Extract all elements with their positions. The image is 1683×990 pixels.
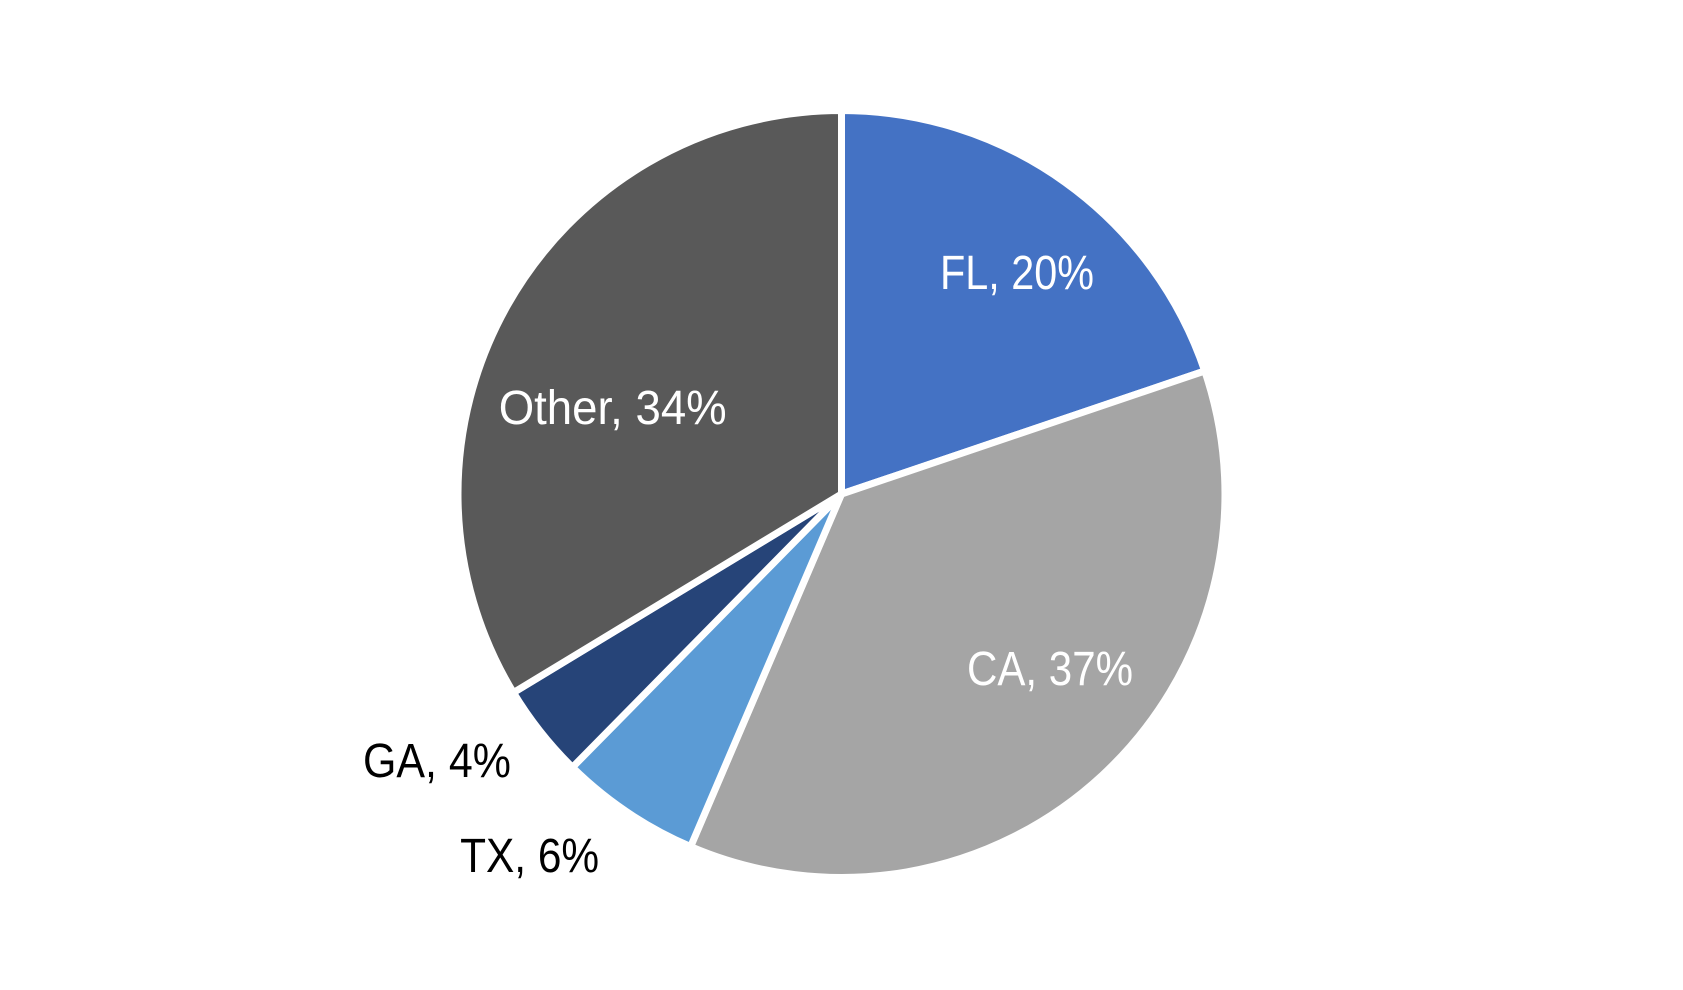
svg-text:CA, 37%: CA, 37% <box>967 643 1133 696</box>
svg-text:GA, 4%: GA, 4% <box>363 735 511 788</box>
svg-text:TX, 6%: TX, 6% <box>460 830 599 883</box>
svg-text:FL, 20%: FL, 20% <box>940 247 1094 300</box>
svg-text:Other, 34%: Other, 34% <box>499 382 727 435</box>
